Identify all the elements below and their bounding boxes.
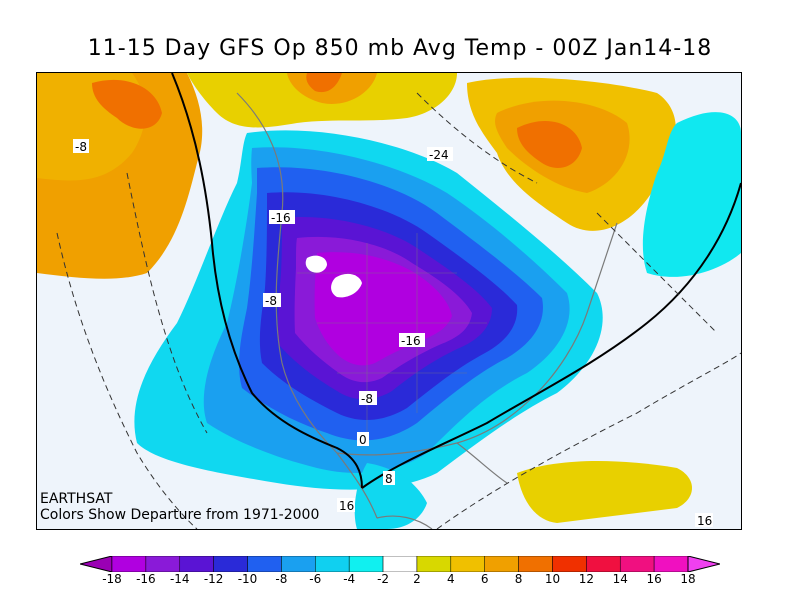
legend-tick-label: 12: [578, 572, 594, 586]
departure-note: Colors Show Departure from 1971-2000: [40, 507, 320, 523]
legend-swatch: [111, 556, 147, 572]
contour-label-2: -24: [429, 148, 449, 162]
legend-tick-label: -10: [237, 572, 258, 586]
cool-anomaly-gulf: [354, 463, 427, 529]
warm-core-pacific: [92, 79, 162, 129]
legend-swatch: [484, 556, 519, 572]
contour-label-3: -16: [271, 211, 291, 225]
legend-swatch-low: [80, 556, 113, 572]
legend-swatch: [145, 556, 181, 572]
legend-tick-label: 16: [646, 572, 662, 586]
legend-swatch: [213, 556, 248, 572]
contour-label-5: -16: [401, 334, 421, 348]
legend-tick-label: -2: [377, 572, 390, 586]
legend-tick-label: -16: [136, 572, 156, 586]
cool-anomaly-atlantic: [642, 112, 741, 277]
contour-label-4: -8: [265, 294, 277, 308]
legend-tick-label: 14: [612, 572, 628, 586]
contour-label-6: -8: [361, 392, 373, 406]
state-borders: [297, 233, 487, 433]
legend-tick-label: -12: [203, 572, 224, 586]
legend-tick-label: 10: [544, 572, 561, 586]
legend-swatch: [281, 556, 316, 572]
legend-tick-label: 6: [480, 572, 489, 586]
zero-contour-west: [171, 73, 363, 489]
color-legend: [80, 556, 720, 572]
legend-tick-label: -14: [169, 572, 190, 586]
legend-swatch: [518, 556, 553, 572]
legend-swatch: [653, 556, 689, 572]
height-contours-east: [416, 92, 741, 529]
warm-core-arctic: [306, 73, 342, 93]
height-contours-west: [56, 172, 208, 529]
legend-tick-label: -18: [102, 572, 122, 586]
legend-tick-label: 18: [680, 572, 696, 586]
legend-swatch: [179, 556, 214, 572]
contour-label-7: 0: [359, 433, 367, 447]
legend-tick-label: 8: [514, 572, 523, 586]
legend-tick-label: -6: [309, 572, 322, 586]
legend-swatch: [382, 556, 418, 572]
contour-label-9: 16: [339, 499, 354, 513]
legend-swatch: [552, 556, 587, 572]
warm-core-greenland: [517, 120, 582, 168]
legend-swatch: [416, 556, 452, 572]
legend-tick-label: -8: [275, 572, 288, 586]
legend-swatch: [619, 556, 655, 572]
map-title: 11-15 Day GFS Op 850 mb Avg Temp - 00Z J…: [87, 36, 713, 61]
legend-tick-label: 4: [446, 572, 455, 586]
legend-tick-label: -4: [343, 572, 356, 586]
legend-tick-labels: -18 -16 -14 -12 -10 -8 -6 -4 -2 2 4 6 8 10 12 14 16 18: [80, 572, 720, 588]
cold-core-spot-1: [305, 255, 327, 273]
cold-core-spot-2: [331, 273, 362, 298]
map-canvas: -8 -24 -16 -8 -16 -8 0 8 16 16: [37, 73, 741, 529]
contour-label-8: 8: [385, 472, 393, 486]
contour-labels: -8 -24 -16 -8 -16 -8 0 8 16 16: [73, 139, 713, 528]
legend-swatch: [450, 556, 485, 572]
contour-label-1: -8: [75, 140, 87, 154]
source-credit: EARTHSAT: [40, 491, 113, 507]
legend-swatch: [247, 556, 282, 572]
legend-swatch: [315, 556, 350, 572]
warm-anomaly-caribbean: [517, 461, 692, 523]
zero-contour-east: [361, 182, 741, 489]
temperature-anomaly-map: -8 -24 -16 -8 -16 -8 0 8 16 16: [36, 72, 742, 530]
legend-swatch-high: [687, 556, 720, 572]
legend-swatch: [348, 556, 384, 572]
legend-tick-label: 2: [413, 572, 421, 586]
legend-swatch: [586, 556, 621, 572]
contour-label-10: 16: [697, 514, 712, 528]
